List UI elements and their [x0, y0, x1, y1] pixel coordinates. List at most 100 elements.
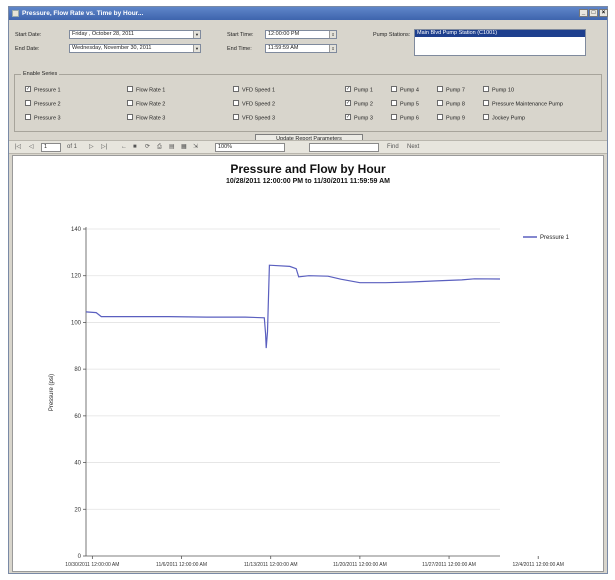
end-date-label: End Date:	[15, 46, 39, 52]
checkbox-label: Pump 1	[354, 87, 373, 93]
first-page-icon[interactable]: |◁	[15, 143, 21, 152]
checkbox-pump-7[interactable]: Pump 7	[437, 87, 465, 95]
chevron-down-icon[interactable]: ▼	[193, 45, 200, 52]
checkbox-box[interactable]	[127, 100, 133, 106]
checkbox-label: Pressure 3	[34, 115, 61, 121]
checkbox-flow-rate-3[interactable]: Flow Rate 3	[127, 115, 165, 123]
checkbox-box[interactable]	[437, 86, 443, 92]
checkbox-box[interactable]	[483, 114, 489, 120]
x-tick-label: 11/20/2011 12:00:00 AM	[333, 562, 387, 568]
checkbox-pump-4[interactable]: Pump 4	[391, 87, 419, 95]
last-page-icon[interactable]: ▷|	[101, 143, 107, 152]
chart-title: Pressure and Flow by Hour	[13, 162, 603, 176]
checkbox-label: VFD Speed 2	[242, 101, 275, 107]
stop-icon[interactable]: ■	[133, 143, 137, 152]
checkbox-label: Jockey Pump	[492, 115, 525, 121]
back-icon[interactable]: ←	[121, 143, 127, 152]
checkbox-pump-5[interactable]: Pump 5	[391, 101, 419, 109]
checkbox-pump-2[interactable]: ✓ Pump 2	[345, 101, 373, 109]
pump-station-item[interactable]: Main Blvd Pump Station (C1001)	[415, 30, 585, 37]
checkbox-pump-9[interactable]: Pump 9	[437, 115, 465, 123]
print-layout-icon[interactable]: ▤	[169, 143, 175, 152]
spinner-icon[interactable]: ⇕	[329, 45, 336, 52]
checkbox-vfd-speed-2[interactable]: VFD Speed 2	[233, 101, 275, 109]
minimize-button[interactable]: _	[579, 9, 588, 17]
checkbox-pump-10[interactable]: Pump 10	[483, 87, 514, 95]
checkbox-box[interactable]: ✓	[345, 114, 351, 120]
checkbox-label: Pump 3	[354, 115, 373, 121]
checkbox-label: Pump 5	[400, 101, 419, 107]
checkbox-box[interactable]	[25, 100, 31, 106]
checkbox-box[interactable]: ✓	[25, 86, 31, 92]
checkbox-box[interactable]	[233, 114, 239, 120]
checkbox-vfd-speed-1[interactable]: VFD Speed 1	[233, 87, 275, 95]
checkbox-box[interactable]	[437, 114, 443, 120]
checkbox-box[interactable]	[391, 114, 397, 120]
checkbox-pump-8[interactable]: Pump 8	[437, 101, 465, 109]
checkbox-pump-6[interactable]: Pump 6	[391, 115, 419, 123]
next-page-icon[interactable]: ▷	[89, 143, 94, 152]
checkbox-box[interactable]	[391, 86, 397, 92]
checkbox-box[interactable]	[233, 100, 239, 106]
checkbox-box[interactable]	[483, 100, 489, 106]
maximize-button[interactable]: □	[589, 9, 598, 17]
checkbox-box[interactable]	[233, 86, 239, 92]
enable-series-group: Enable Series ✓ Pressure 1 Pressure 2 Pre…	[14, 74, 602, 132]
end-date-picker[interactable]: Wednesday, November 30, 2011 ▼	[69, 44, 201, 53]
spinner-icon[interactable]: ⇕	[329, 31, 336, 38]
checkbox-pressure-2[interactable]: Pressure 2	[25, 101, 61, 109]
end-time-value: 11:59:59 AM	[268, 45, 298, 51]
export-icon[interactable]: ⇲	[193, 143, 198, 152]
checkbox-jockey-pump[interactable]: Jockey Pump	[483, 115, 525, 123]
x-tick-label: 11/13/2011 12:00:00 AM	[244, 562, 298, 568]
close-button[interactable]: ×	[599, 9, 608, 17]
checkbox-box[interactable]	[483, 86, 489, 92]
start-date-picker[interactable]: Friday , October 28, 2011 ▼	[69, 30, 201, 39]
y-axis-title: Pressure (psi)	[49, 374, 55, 411]
checkbox-box[interactable]	[25, 114, 31, 120]
checkbox-box[interactable]	[391, 100, 397, 106]
checkbox-pressure-maintenance-pump[interactable]: Pressure Maintenance Pump	[483, 101, 563, 109]
checkbox-label: Pump 9	[446, 115, 465, 121]
end-date-value: Wednesday, November 30, 2011	[72, 45, 152, 51]
y-tick-label: 0	[78, 554, 82, 560]
previous-page-icon[interactable]: ◁	[29, 143, 34, 152]
start-date-value: Friday , October 28, 2011	[72, 31, 134, 37]
y-tick-label: 120	[71, 274, 82, 280]
checkbox-flow-rate-2[interactable]: Flow Rate 2	[127, 101, 165, 109]
x-tick-label: 11/27/2011 12:00:00 AM	[422, 562, 476, 568]
checkbox-label: Pump 7	[446, 87, 465, 93]
checkbox-pressure-1[interactable]: ✓ Pressure 1	[25, 87, 61, 95]
zoom-select[interactable]: 100%	[215, 143, 285, 152]
checkbox-pressure-3[interactable]: Pressure 3	[25, 115, 61, 123]
checkbox-box[interactable]	[127, 86, 133, 92]
find-link[interactable]: Find	[387, 143, 399, 152]
find-input[interactable]	[309, 143, 379, 152]
report-window: Pressure, Flow Rate vs. Time by Hour... …	[8, 6, 608, 574]
checkbox-label: VFD Speed 1	[242, 87, 275, 93]
print-icon[interactable]: ⎙	[157, 143, 162, 152]
window-icon	[12, 10, 19, 17]
checkbox-label: Pump 2	[354, 101, 373, 107]
checkbox-pump-1[interactable]: ✓ Pump 1	[345, 87, 373, 95]
checkbox-box[interactable]: ✓	[345, 100, 351, 106]
page-setup-icon[interactable]: ▦	[181, 143, 187, 152]
checkbox-box[interactable]	[127, 114, 133, 120]
checkbox-flow-rate-1[interactable]: Flow Rate 1	[127, 87, 165, 95]
y-tick-label: 60	[74, 414, 81, 420]
chevron-down-icon[interactable]: ▼	[193, 31, 200, 38]
report-viewer: Pressure and Flow by Hour 10/28/2011 12:…	[12, 155, 604, 572]
refresh-icon[interactable]: ⟳	[145, 143, 150, 152]
page-number-field[interactable]: 1	[41, 143, 61, 152]
next-link[interactable]: Next	[407, 143, 419, 152]
checkbox-vfd-speed-3[interactable]: VFD Speed 3	[233, 115, 275, 123]
legend-label: Pressure 1	[540, 235, 570, 241]
pump-stations-list[interactable]: Main Blvd Pump Station (C1001)	[414, 29, 586, 56]
start-time-field[interactable]: 12:00:00 PM ⇕	[265, 30, 337, 39]
end-time-field[interactable]: 11:59:59 AM ⇕	[265, 44, 337, 53]
checkbox-box[interactable]	[437, 100, 443, 106]
end-time-label: End Time:	[227, 46, 252, 52]
checkbox-pump-3[interactable]: ✓ Pump 3	[345, 115, 373, 123]
parameters-panel: Start Date: Friday , October 28, 2011 ▼ …	[9, 20, 607, 140]
checkbox-box[interactable]: ✓	[345, 86, 351, 92]
